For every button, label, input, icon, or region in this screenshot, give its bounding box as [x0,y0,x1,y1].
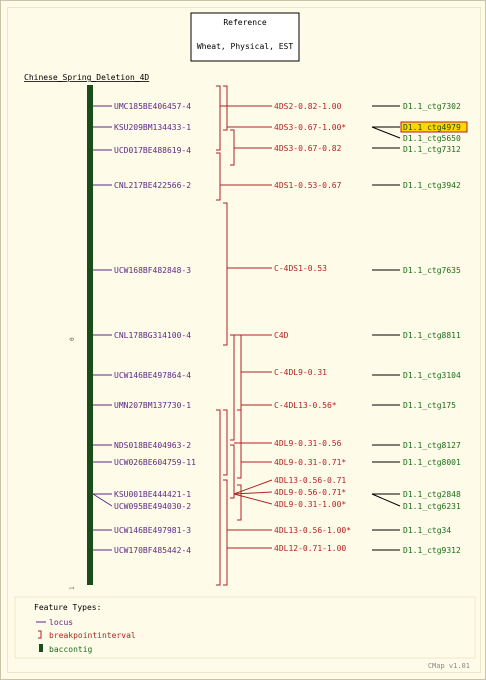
map-backbone[interactable] [87,85,93,585]
breakpoint-label[interactable]: 4DL13-0.56-0.71 [274,476,346,485]
breakpoint-label[interactable]: C-4DL9-0.31 [274,368,327,377]
locus-label[interactable]: CNL217BE422566-2 [114,181,191,190]
contig-label[interactable]: D1.1_ctg9312 [403,546,461,555]
reference-subtitle: Wheat, Physical, EST [197,42,294,51]
breakpoint-label[interactable]: 4DS2-0.82-1.00 [274,102,342,111]
locus-label[interactable]: CNL178BG314100-4 [114,331,191,340]
cmap-version: CMap v1.01 [428,662,470,670]
breakpoint-label[interactable]: C4D [274,331,289,340]
bar-icon [39,644,43,652]
legend-item-locus: locus [49,618,73,627]
breakpoint-label[interactable]: 4DL9-0.31-1.00* [274,500,346,509]
locus-ticks [92,105,113,551]
breakpoint-label[interactable]: 4DL13-0.56-1.00* [274,526,351,535]
locus-label[interactable]: UCW146BE497981-3 [114,526,191,535]
legend-item-baccontig: baccontig [49,645,93,654]
map-title[interactable]: Chinese_Spring_Deletion_4D [24,73,149,82]
contig-label[interactable]: D1.1_ctg7302 [403,102,461,111]
locus-labels: UMC185BE406457-4 KSU209BM134433-1 UCD017… [114,102,196,555]
contig-labels: D1.1_ctg7302 D1.1_ctg4979 D1.1_ctg5650 D… [403,102,461,555]
breakpoint-label[interactable]: 4DS3-0.67-1.00* [274,123,346,132]
reference-header[interactable]: Reference Wheat, Physical, EST [190,12,300,62]
locus-label[interactable]: KSU209BM134433-1 [114,123,191,132]
contig-label[interactable]: D1.1_ctg34 [403,526,451,535]
cmap-inner-border [7,7,481,673]
legend-title: Feature Types: [34,603,101,612]
contig-label[interactable]: D1.1_ctg8811 [403,331,461,340]
legend-item-breakpointinterval: breakpointinterval [49,631,136,640]
contig-label[interactable]: D1.1_ctg7312 [403,145,461,154]
reference-title: Reference [223,18,267,27]
locus-label[interactable]: UCW168BF482848-3 [114,266,191,275]
contig-label[interactable]: D1.1_ctg3942 [403,181,461,190]
breakpoint-label[interactable]: C-4DL13-0.56* [274,401,337,410]
contig-label[interactable]: D1.1_ctg8127 [403,441,461,450]
locus-label[interactable]: UCD017BE488619-4 [114,146,191,155]
locus-label[interactable]: UCW026BE604759-11 [114,458,196,467]
contig-label[interactable]: D1.1_ctg2848 [403,490,461,499]
axis-top-label: 0 [69,337,76,341]
locus-label[interactable]: UMN207BM137730-1 [114,401,191,410]
legend-box [14,596,476,659]
contig-label[interactable]: D1.1_ctg8001 [403,458,461,467]
axis-bottom-label: 1 [69,586,76,590]
breakpoint-label[interactable]: 4DL9-0.31-0.71* [274,458,346,467]
contig-connectors [371,105,401,551]
contig-highlight [400,121,468,133]
contig-label-highlighted[interactable]: D1.1_ctg4979 [403,123,461,132]
legend: Feature Types: locus breakpointinterval … [14,596,476,659]
breakpoint-label[interactable]: 4DS3-0.67-0.82 [274,144,342,153]
breakpoint-label[interactable]: 4DL12-0.71-1.00 [274,544,346,553]
breakpoint-label[interactable]: C-4DS1-0.53 [274,264,327,273]
breakpoint-connectors [220,105,273,549]
locus-label[interactable]: KSU001BE444421-1 [114,490,191,499]
contig-label[interactable]: D1.1_ctg7635 [403,266,461,275]
contig-label[interactable]: D1.1_ctg3104 [403,371,461,380]
breakpoint-label[interactable]: 4DL9-0.56-0.71* [274,488,346,497]
breakpoint-label[interactable]: 4DS1-0.53-0.67 [274,181,342,190]
locus-label[interactable]: NDS018BE404963-2 [114,441,191,450]
locus-label[interactable]: UCW095BE494030-2 [114,502,191,511]
locus-label[interactable]: UCW170BF485442-4 [114,546,191,555]
contig-label[interactable]: D1.1_ctg6231 [403,502,461,511]
bracket-icon [38,630,42,639]
breakpoint-label[interactable]: 4DL9-0.31-0.56 [274,439,342,448]
contig-label[interactable]: D1.1_ctg5650 [403,134,461,143]
breakpoint-labels: 4DS2-0.82-1.00 4DS3-0.67-1.00* 4DS3-0.67… [274,102,351,553]
contig-label[interactable]: D1.1_ctg175 [403,401,456,410]
locus-label[interactable]: UMC185BE406457-4 [114,102,191,111]
locus-label[interactable]: UCW146BE497864-4 [114,371,191,380]
